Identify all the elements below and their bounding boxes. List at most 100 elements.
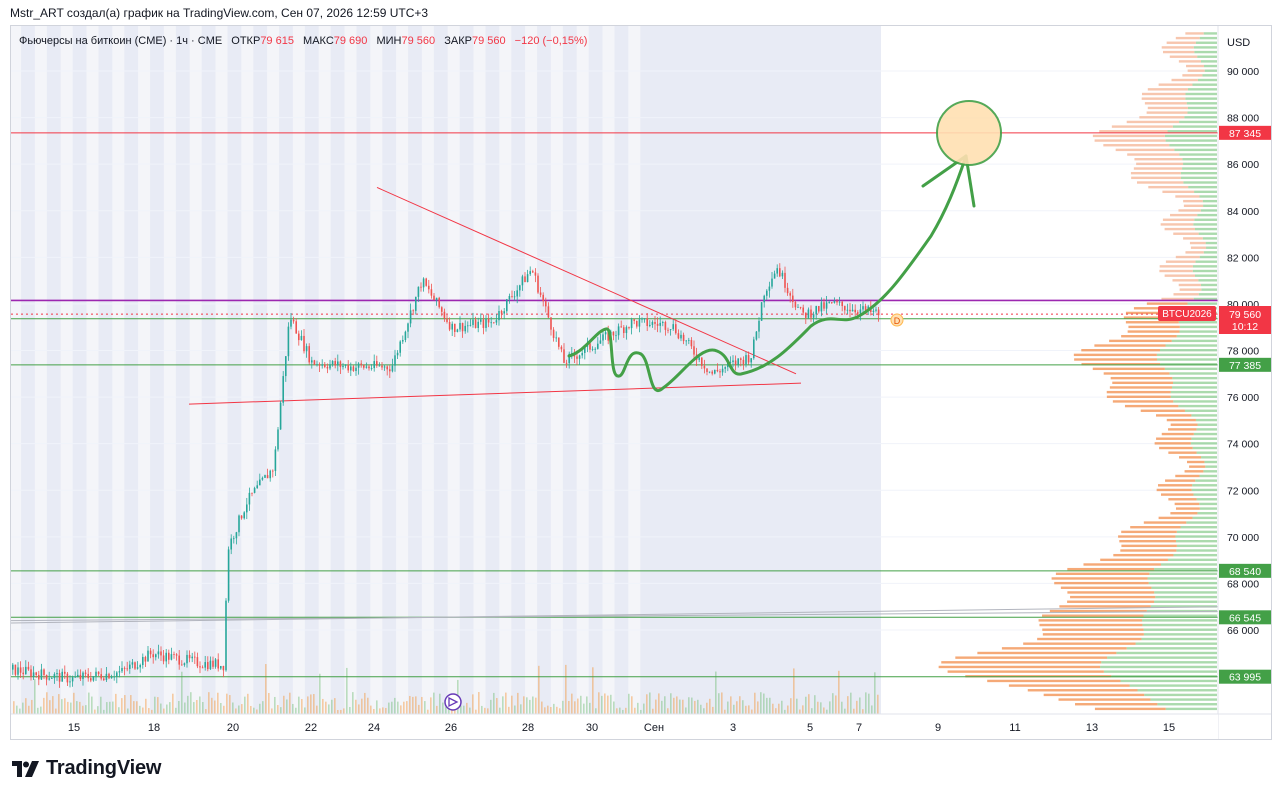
volume-profile-up (1197, 55, 1217, 58)
volume-bar (667, 708, 669, 714)
candle-body (337, 361, 339, 366)
candle-body (643, 318, 646, 320)
candle-body (628, 327, 630, 329)
volume-bar (838, 670, 840, 714)
volume-bar (436, 705, 438, 714)
volume-profile-down (1160, 223, 1194, 226)
price-chart[interactable]: USD 66 000 68 000 70 000 72 000 74 000 76 000… (11, 26, 1272, 740)
volume-profile-down (1124, 404, 1179, 408)
volume-bar (94, 709, 96, 714)
marker-text[interactable]: D (894, 316, 901, 326)
volume-bar (760, 692, 762, 714)
volume-profile-down (1183, 237, 1203, 240)
candle-body (597, 343, 599, 349)
volume-profile-up (1179, 120, 1217, 124)
grey-line (11, 606, 1219, 624)
volume-bar (829, 701, 831, 714)
candle-body (485, 318, 487, 328)
volume-bar (469, 707, 471, 714)
volume-profile-up (1179, 325, 1217, 329)
volume-bar (274, 696, 276, 714)
time-tick-label: 20 (227, 722, 239, 734)
candle-body (708, 371, 711, 373)
volume-bar (493, 692, 495, 714)
volume-profile-down (1172, 279, 1199, 282)
volume-bar (559, 708, 561, 714)
volume-bar (403, 701, 405, 714)
time-tick-label: 15 (68, 722, 80, 734)
candle-body (378, 365, 381, 367)
time-axis-ticks: 15 18 20 22 24 26 28 30 Сен 3 5 7 9 11 13 15 (68, 722, 1175, 734)
candle-body (857, 312, 859, 314)
candle-body (503, 311, 505, 314)
candle-body (831, 302, 833, 303)
candle-body (469, 324, 472, 326)
volume-bar (178, 701, 180, 714)
volume-bar (571, 693, 573, 714)
candle-body (612, 331, 615, 336)
volume-bar (682, 699, 684, 714)
candle-body (493, 322, 495, 324)
volume-bar (727, 701, 729, 714)
candle-body (838, 301, 841, 303)
session-gap (163, 26, 176, 714)
candle-body (550, 317, 552, 330)
volume-profile-down (1094, 344, 1166, 347)
volume-profile-up (1201, 456, 1217, 459)
volume-bar (535, 697, 537, 714)
candle-body (266, 475, 269, 479)
candle-body (636, 320, 638, 327)
candle-body (495, 320, 498, 323)
volume-profile-up (1198, 293, 1217, 296)
candle-body (103, 678, 105, 681)
volume-bar (400, 705, 402, 714)
candle-body (732, 360, 734, 363)
candle-body (227, 549, 230, 601)
candle-body (131, 662, 134, 665)
volume-profile-up (1174, 148, 1217, 152)
volume-bar (472, 694, 474, 714)
volume-profile-up (1194, 50, 1217, 54)
volume-bar (649, 692, 651, 714)
volume-profile-down (1127, 153, 1180, 156)
volume-profile-up (1167, 558, 1217, 562)
time-tick-label: 26 (445, 722, 457, 734)
volume-bar (541, 701, 543, 714)
volume-profile-up (1146, 609, 1217, 613)
volume-bar (43, 697, 45, 714)
volume-bar (304, 707, 306, 714)
volume-profile-up (1198, 279, 1217, 282)
volume-profile-down (1120, 549, 1177, 552)
volume-bar (652, 708, 654, 714)
price-tick-label: 86 000 (1227, 159, 1259, 171)
candle-body (771, 278, 773, 287)
volume-bar (499, 707, 501, 714)
time-tick-label: 28 (522, 722, 534, 734)
volume-profile-up (1197, 512, 1217, 515)
volume-bar (121, 698, 123, 714)
events-icon[interactable] (444, 693, 462, 711)
volume-profile-up (1159, 349, 1217, 352)
volume-profile-down (1059, 605, 1151, 608)
volume-profile-down (1179, 288, 1202, 291)
candle-body (862, 306, 864, 310)
volume-bar (811, 708, 813, 714)
volume-profile-up (1199, 507, 1217, 510)
candle-body (238, 515, 240, 533)
candle-body (191, 656, 193, 659)
volume-bar (688, 697, 690, 714)
candle-body (433, 295, 435, 301)
volume-bar (538, 665, 540, 714)
tradingview-logo[interactable]: TradingView (12, 757, 161, 780)
volume-profile-up (1184, 116, 1217, 119)
currency-label[interactable]: USD (1227, 37, 1250, 49)
chart-panel[interactable]: USD 66 000 68 000 70 000 72 000 74 000 76 000… (10, 25, 1272, 740)
level-badge-text: 63 995 (1229, 672, 1261, 684)
volume-bar (97, 706, 99, 714)
candle-body (92, 676, 95, 681)
candle-body (480, 319, 482, 322)
candle-body (170, 654, 173, 660)
candle-body (506, 299, 508, 312)
volume-profile-down (987, 679, 1121, 683)
candles (12, 263, 880, 688)
